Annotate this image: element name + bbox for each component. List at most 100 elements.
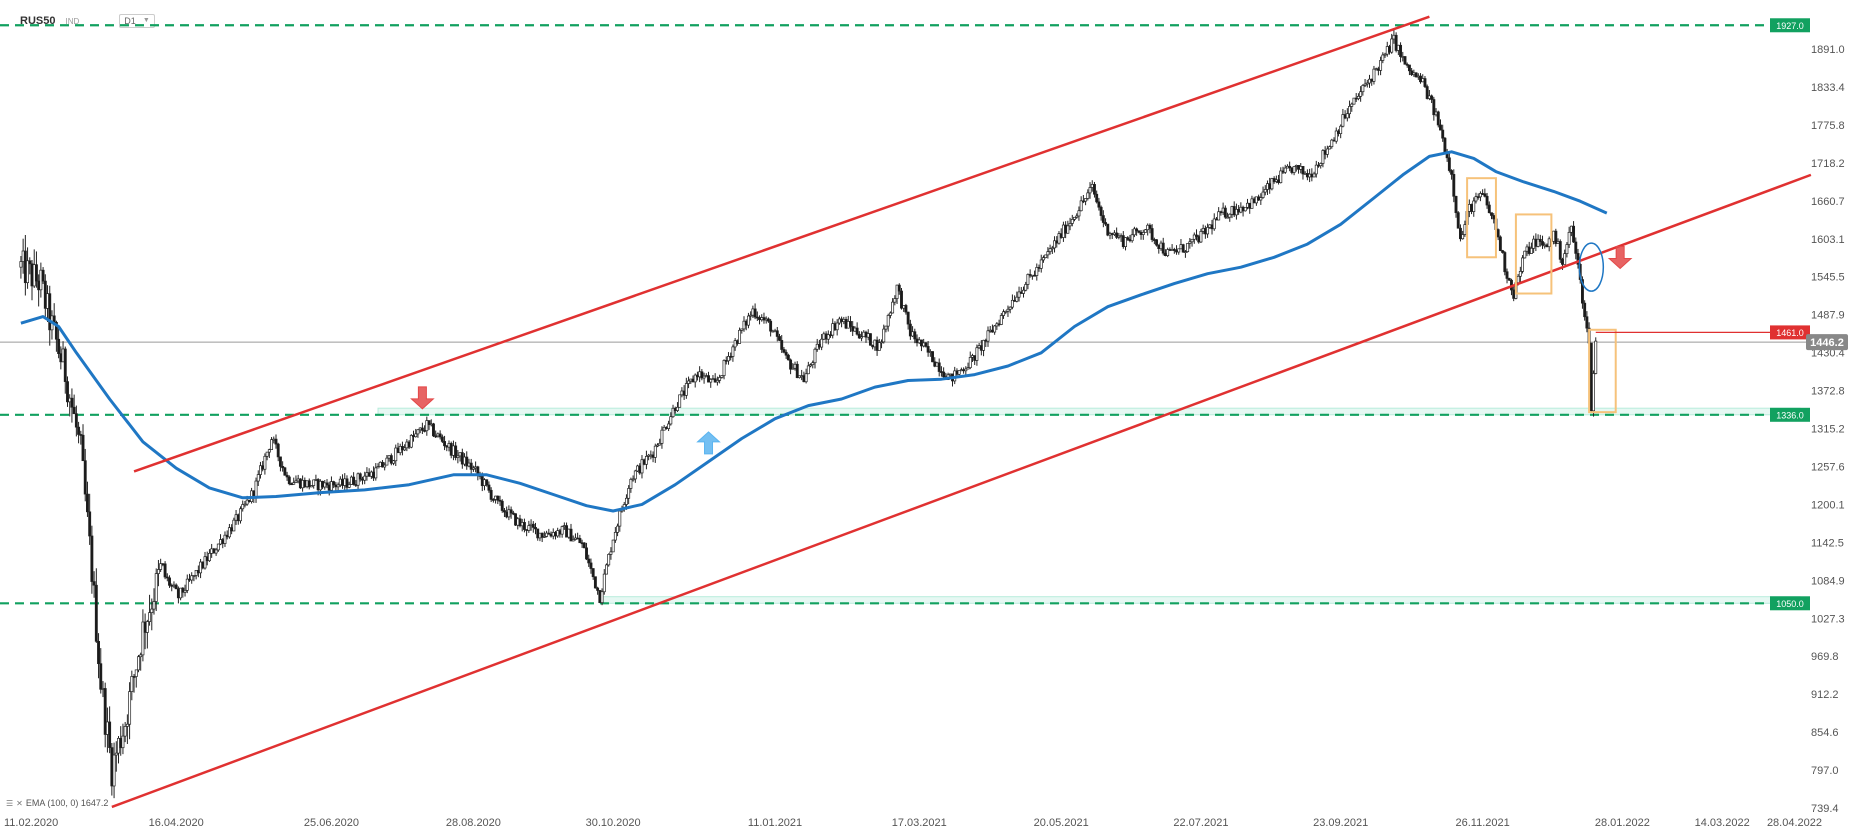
- candle-body: [1088, 187, 1092, 194]
- candle-body: [1212, 218, 1216, 230]
- candle-body: [416, 429, 420, 435]
- candle-body: [214, 549, 218, 554]
- candle-body: [715, 380, 719, 383]
- candle-body: [1594, 340, 1598, 374]
- candle-body: [434, 435, 438, 438]
- candle-body: [656, 444, 659, 447]
- candle-body: [190, 575, 194, 581]
- candle-body: [882, 328, 886, 343]
- candle-body: [613, 532, 617, 541]
- candle-body: [786, 354, 790, 361]
- candle-body: [1452, 174, 1456, 197]
- y-tick-label: 1142.5: [1811, 537, 1844, 549]
- candle-body: [1093, 184, 1096, 195]
- candle-body: [616, 525, 620, 533]
- candle-body: [1095, 193, 1099, 203]
- x-tick-label: 20.05.2021: [1034, 817, 1089, 829]
- y-tick-label: 1372.8: [1811, 386, 1845, 398]
- candle-body: [1099, 206, 1103, 216]
- candle-body: [884, 325, 888, 330]
- candle-body: [1181, 244, 1185, 253]
- candle-body: [1574, 241, 1578, 254]
- candle-body: [125, 723, 129, 727]
- candle-body: [804, 373, 808, 383]
- candle-body: [1004, 310, 1008, 313]
- candle-body: [19, 261, 23, 268]
- candle-body: [1339, 125, 1343, 134]
- x-tick-label: 25.06.2020: [304, 817, 359, 829]
- x-tick-label: 22.07.2021: [1173, 817, 1228, 829]
- marked-level-label: 1461.0: [1776, 328, 1804, 338]
- candles: [19, 29, 1598, 799]
- candle-body: [582, 542, 586, 549]
- candle-body: [1454, 195, 1458, 214]
- candle-body: [669, 416, 673, 425]
- candle-body: [596, 587, 600, 591]
- candle-body: [1206, 227, 1210, 235]
- candle-body: [1441, 129, 1445, 139]
- candle-body: [868, 333, 872, 346]
- candle-body: [179, 587, 183, 599]
- candle-body: [693, 374, 697, 383]
- candle-body: [150, 608, 154, 613]
- candle-body: [509, 509, 513, 514]
- candle-body: [1536, 238, 1540, 247]
- candle-body: [640, 459, 644, 474]
- candle-body: [1381, 54, 1385, 61]
- y-tick-label: 1775.8: [1811, 120, 1845, 132]
- candle-body: [1106, 223, 1110, 236]
- candle-body: [982, 339, 986, 351]
- candle-body: [891, 301, 895, 314]
- candle-body: [94, 584, 98, 642]
- close-icon[interactable]: ✕: [16, 798, 23, 808]
- candle-body: [676, 406, 679, 411]
- candle-body: [72, 406, 76, 415]
- channel-line-upper: [133, 15, 1430, 473]
- candle-body: [888, 312, 892, 316]
- timeframe-select[interactable]: D1 ▼: [119, 14, 155, 28]
- candle-body: [376, 466, 380, 469]
- candle-body: [964, 368, 968, 372]
- symbol-label[interactable]: RUS50: [20, 15, 56, 27]
- y-tick-label: 1833.4: [1811, 82, 1845, 94]
- candle-body: [1492, 215, 1496, 220]
- candle-body: [1461, 234, 1465, 240]
- arrow-down-icon: [1607, 245, 1633, 270]
- candle-body: [707, 375, 710, 383]
- candle-body: [52, 315, 56, 323]
- candle-body: [1483, 193, 1487, 197]
- candle-body: [1155, 239, 1159, 246]
- candle-body: [1439, 124, 1442, 131]
- candle-body: [609, 551, 613, 555]
- candle-body: [1086, 192, 1090, 199]
- candle-body: [1172, 249, 1176, 251]
- candle-body: [440, 436, 444, 442]
- candle-body: [1580, 279, 1584, 304]
- settings-icon[interactable]: ☰: [6, 798, 14, 808]
- candle-body: [374, 467, 378, 479]
- candle-body: [1228, 213, 1232, 218]
- candle-body: [1558, 241, 1562, 260]
- candle-body: [254, 480, 258, 498]
- candle-body: [132, 676, 136, 678]
- candle-body: [130, 676, 134, 692]
- candle-body: [1516, 275, 1520, 284]
- candle-body: [766, 318, 770, 322]
- candle-body: [1024, 284, 1028, 291]
- candle-body: [602, 573, 606, 593]
- candle-body: [709, 379, 713, 383]
- candle-body: [90, 535, 94, 582]
- candle-body: [687, 380, 691, 384]
- candle-body: [1010, 299, 1014, 308]
- candle-body: [1554, 230, 1558, 244]
- candle-body: [420, 427, 424, 431]
- candle-body: [1199, 231, 1203, 243]
- candle-body: [1547, 238, 1551, 248]
- candle-body: [1496, 229, 1500, 238]
- level-tag: [1770, 18, 1810, 33]
- candle-body: [684, 383, 688, 396]
- candle-body: [1190, 238, 1194, 243]
- candle-body: [782, 349, 786, 353]
- candle-body: [1044, 254, 1048, 258]
